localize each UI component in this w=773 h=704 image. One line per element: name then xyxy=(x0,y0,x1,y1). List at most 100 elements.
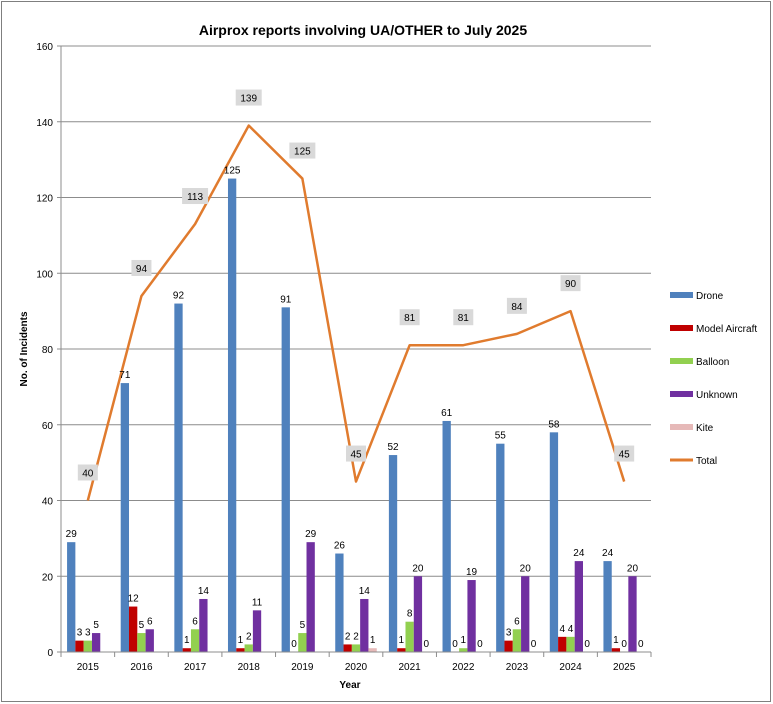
bar-data-label: 5 xyxy=(93,620,99,631)
bar-drone xyxy=(549,432,559,652)
bar-data-label: 2 xyxy=(345,631,351,642)
total-data-label: 40 xyxy=(82,469,94,480)
bar-data-label: 125 xyxy=(224,166,241,177)
total-data-label: 94 xyxy=(136,264,148,275)
bar-model-aircraft xyxy=(397,648,406,652)
bar-balloon xyxy=(566,636,575,652)
legend-swatch-model-aircraft xyxy=(670,325,693,331)
legend-swatch-drone xyxy=(670,292,693,298)
y-axis-title: No. of Incidents xyxy=(19,311,30,386)
bar-balloon xyxy=(298,633,307,652)
bar-data-label: 0 xyxy=(584,639,590,650)
bar-data-label: 3 xyxy=(506,628,512,639)
y-tick-label: 100 xyxy=(36,269,53,280)
bar-data-label: 11 xyxy=(252,597,263,608)
total-label-box xyxy=(131,259,152,276)
bar-data-label: 5 xyxy=(139,620,145,631)
bar-drone xyxy=(174,303,183,652)
total-data-label: 84 xyxy=(511,302,523,313)
legend-swatch-kite xyxy=(670,424,693,430)
bar-data-label: 0 xyxy=(638,639,644,650)
x-tick-label: 2022 xyxy=(452,662,475,673)
bar-data-label: 92 xyxy=(173,291,185,302)
bar-model-aircraft xyxy=(236,648,245,652)
bar-data-label: 4 xyxy=(559,624,565,635)
y-tick-label: 0 xyxy=(47,648,53,659)
bar-data-label: 26 xyxy=(334,541,346,552)
bar-data-label: 2 xyxy=(246,631,252,642)
total-series-line xyxy=(86,124,626,501)
bar-drone xyxy=(388,455,398,652)
bar-data-label: 52 xyxy=(387,442,399,453)
y-tick-label: 80 xyxy=(42,345,54,356)
total-data-label: 81 xyxy=(404,313,416,324)
bar-drone xyxy=(335,553,344,652)
y-tick-label: 40 xyxy=(42,497,54,508)
legend-swatch-unknown xyxy=(670,391,693,397)
total-label-box xyxy=(399,309,420,326)
legend-label: Unknown xyxy=(696,390,738,401)
bar-unknown xyxy=(467,580,476,652)
legend-label: Total xyxy=(696,456,717,467)
bar-data-label: 20 xyxy=(412,563,424,574)
bar-balloon xyxy=(190,629,200,652)
chart-title: Airprox reports involving UA/OTHER to Ju… xyxy=(199,22,528,38)
bar-balloon xyxy=(137,633,146,652)
bar-data-label: 12 xyxy=(128,594,140,605)
x-tick-label: 2019 xyxy=(291,662,314,673)
total-label-box xyxy=(453,309,474,326)
bar-data-label: 0 xyxy=(621,639,627,650)
total-label-box xyxy=(77,464,98,481)
bar-data-label: 1 xyxy=(184,635,190,646)
total-data-label: 113 xyxy=(187,192,203,203)
bar-drone xyxy=(227,178,237,652)
x-tick-label: 2025 xyxy=(613,662,636,673)
bar-drone xyxy=(603,561,612,652)
bar-unknown xyxy=(199,598,208,652)
total-data-label: 90 xyxy=(565,279,577,290)
bar-model-aircraft xyxy=(611,648,621,652)
x-tick-label: 2024 xyxy=(559,662,582,673)
bar-balloon xyxy=(244,644,253,652)
total-data-label: 139 xyxy=(240,94,257,105)
bar-drone xyxy=(120,383,130,652)
bar-data-label: 2 xyxy=(353,631,359,642)
bar-data-label: 14 xyxy=(198,586,210,597)
bar-data-label: 1 xyxy=(370,635,376,646)
total-label-box xyxy=(235,89,262,106)
bar-data-label: 24 xyxy=(602,548,614,559)
bar-unknown xyxy=(145,629,154,652)
legend-label: Kite xyxy=(696,423,714,434)
bar-data-label: 91 xyxy=(280,294,292,305)
bar-model-aircraft xyxy=(343,644,352,652)
bar-drone xyxy=(442,420,451,652)
bar-data-label: 14 xyxy=(359,586,371,597)
bar-data-label: 4 xyxy=(568,624,574,635)
bar-unknown xyxy=(360,598,369,652)
x-tick-label: 2020 xyxy=(345,662,368,673)
bar-data-label: 20 xyxy=(627,563,639,574)
bar-data-label: 58 xyxy=(548,419,560,430)
legend-swatch-balloon xyxy=(670,358,693,364)
x-axis-title: Year xyxy=(339,680,360,691)
bar-drone xyxy=(496,443,505,652)
x-tick-label: 2021 xyxy=(399,662,422,673)
total-label-box xyxy=(560,275,581,292)
bar-data-label: 1 xyxy=(238,635,244,646)
bar-model-aircraft xyxy=(182,648,191,652)
bar-unknown xyxy=(413,576,423,652)
x-tick-label: 2023 xyxy=(506,662,529,673)
total-label-box xyxy=(289,142,316,159)
bar-drone xyxy=(67,542,76,652)
y-tick-label: 140 xyxy=(36,118,53,129)
bar-data-label: 29 xyxy=(66,529,78,540)
total-data-label: 125 xyxy=(294,147,311,158)
x-tick-label: 2018 xyxy=(238,662,261,673)
bar-data-label: 0 xyxy=(477,639,483,650)
bar-data-label: 71 xyxy=(119,370,131,381)
bar-data-label: 24 xyxy=(573,548,585,559)
bar-unknown xyxy=(91,633,101,652)
bar-data-label: 0 xyxy=(531,639,537,650)
